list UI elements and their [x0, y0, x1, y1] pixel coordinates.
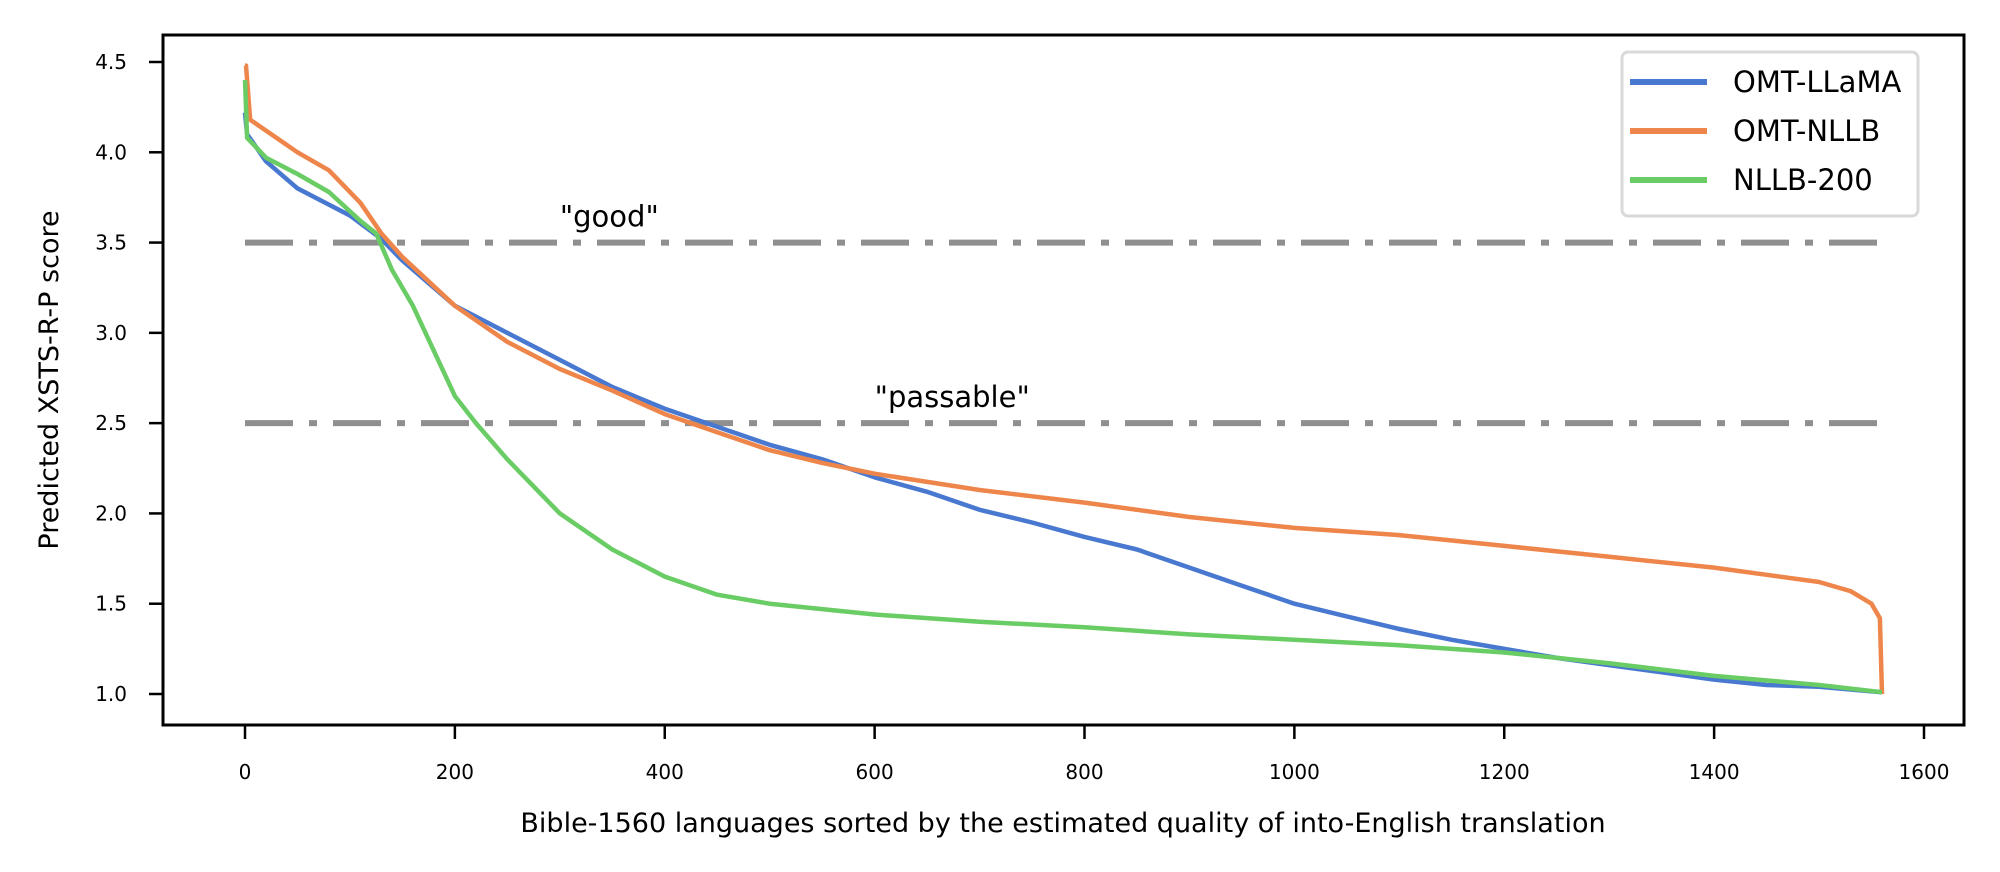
legend-label-omt-nllb: OMT-NLLB [1733, 114, 1880, 148]
series-line-nllb-200 [242, 80, 1883, 695]
series-lines [242, 63, 1885, 695]
y-axis-label: Predicted XSTS-R-P score [34, 210, 65, 549]
legend-label-nllb-200: NLLB-200 [1733, 163, 1873, 197]
x-tick-label: 400 [646, 760, 684, 784]
y-tick-label: 3.0 [95, 321, 127, 345]
y-axis-ticks: 1.0 1.5 2.0 2.5 3.0 3.5 4.0 4.5 [95, 50, 163, 706]
y-tick-label: 4.5 [95, 50, 127, 74]
legend-label-omt-llama: OMT-LLaMA [1733, 65, 1901, 99]
legend: OMT-LLaMA OMT-NLLB NLLB-200 [1620, 50, 1920, 218]
x-axis-ticks: 0 200 400 600 800 1000 1200 1400 1600 [239, 725, 1950, 784]
y-tick-label: 1.5 [95, 592, 127, 616]
y-tick-label: 3.5 [95, 231, 127, 255]
y-tick-label: 2.0 [95, 501, 127, 525]
x-tick-label: 1400 [1689, 760, 1740, 784]
reference-label-1: "passable" [875, 380, 1030, 414]
x-tick-label: 600 [856, 760, 894, 784]
plot-frame [161, 33, 1966, 727]
reference-labels: "good" "passable" [560, 200, 1030, 415]
y-tick-label: 2.5 [95, 411, 127, 435]
x-tick-label: 800 [1065, 760, 1103, 784]
y-tick-label: 4.0 [95, 140, 127, 164]
reference-label-0: "good" [560, 200, 659, 234]
x-tick-label: 1200 [1479, 760, 1530, 784]
x-tick-label: 200 [436, 760, 474, 784]
x-axis-label: Bible-1560 languages sorted by the estim… [520, 808, 1605, 839]
x-tick-label: 1000 [1269, 760, 1320, 784]
x-tick-label: 0 [239, 760, 252, 784]
y-tick-label: 1.0 [95, 682, 127, 706]
legend-frame [1620, 50, 1920, 218]
series-line-omt-nllb [243, 63, 1885, 695]
reference-lines [245, 239, 1883, 427]
x-tick-label: 1600 [1899, 760, 1950, 784]
